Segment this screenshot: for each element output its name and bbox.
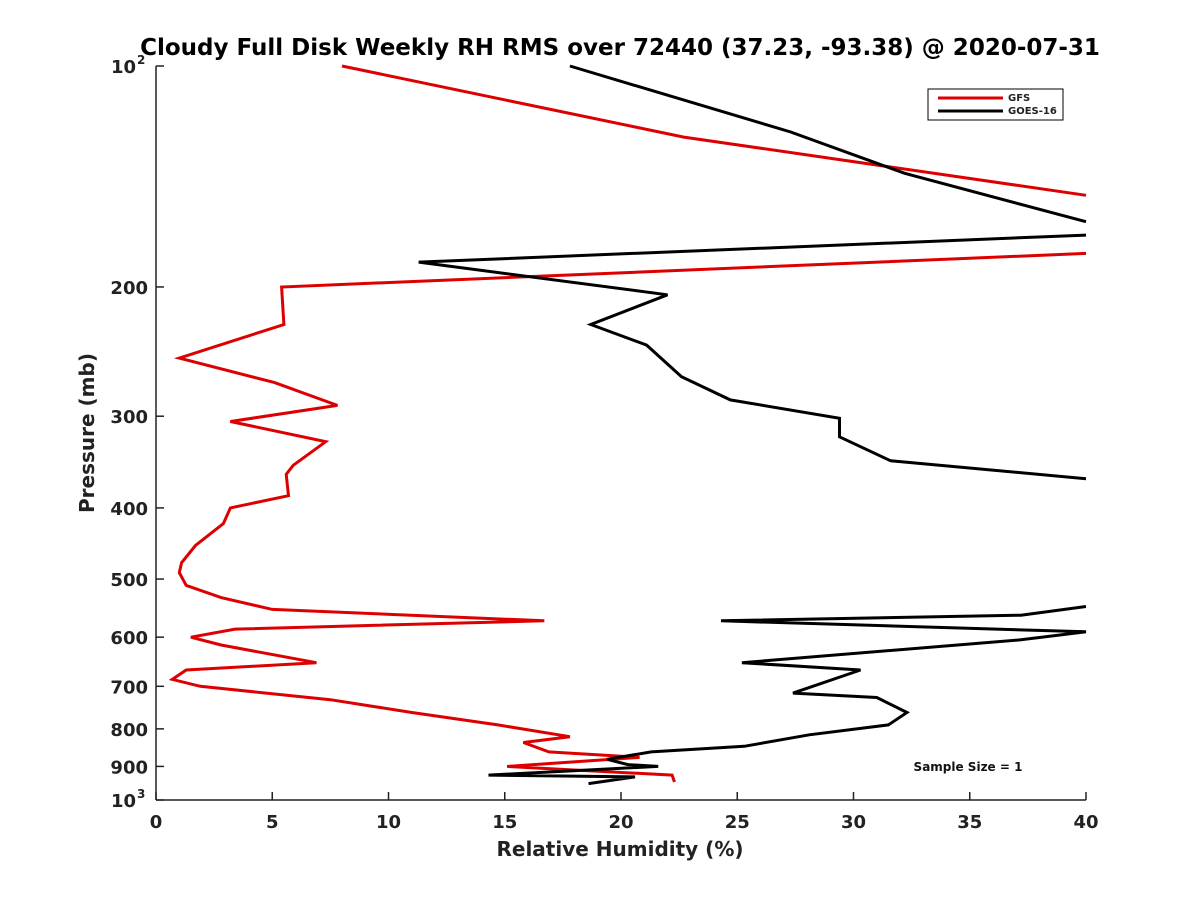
y-tick-label: 500 [110, 570, 148, 591]
x-tick-label: 5 [266, 812, 279, 833]
sample-size-annotation: Sample Size = 1 [914, 760, 1023, 774]
y-tick-label: 200 [110, 278, 148, 299]
y-tick-exponent: 2 [137, 53, 145, 67]
x-axis-label: Relative Humidity (%) [496, 837, 743, 861]
x-tick-label: 10 [376, 812, 401, 833]
x-tick-label: 20 [608, 812, 633, 833]
y-tick-label: 400 [110, 499, 148, 520]
x-tick-label: 25 [725, 812, 750, 833]
y-tick-label: 10 [111, 57, 136, 78]
y-axis-label: Pressure (mb) [75, 353, 99, 513]
y-tick-label: 900 [110, 757, 148, 778]
x-tick-label: 35 [957, 812, 982, 833]
y-tick-label: 800 [110, 720, 148, 741]
y-tick-exponent: 3 [137, 787, 145, 801]
x-tick-label: 40 [1073, 812, 1098, 833]
series-line-goes16 [418, 64, 1087, 786]
x-tick-label: 0 [150, 812, 163, 833]
y-tick-label: 10 [111, 791, 136, 812]
legend-box [927, 88, 1064, 121]
y-tick-label: 700 [110, 677, 148, 698]
series-line-gfs [168, 64, 1087, 783]
legend-label-gfs: GFS [1008, 93, 1030, 104]
legend-label-goes16: GOES-16 [1008, 106, 1057, 117]
x-tick-label: 30 [841, 812, 866, 833]
legend: GFS GOES-16 [927, 88, 1064, 121]
chart-title: Cloudy Full Disk Weekly RH RMS over 7244… [140, 35, 1100, 61]
y-tick-label: 600 [110, 628, 148, 649]
x-tick-label: 15 [492, 812, 517, 833]
y-tick-label: 300 [110, 407, 148, 428]
series-layer [168, 64, 1087, 786]
